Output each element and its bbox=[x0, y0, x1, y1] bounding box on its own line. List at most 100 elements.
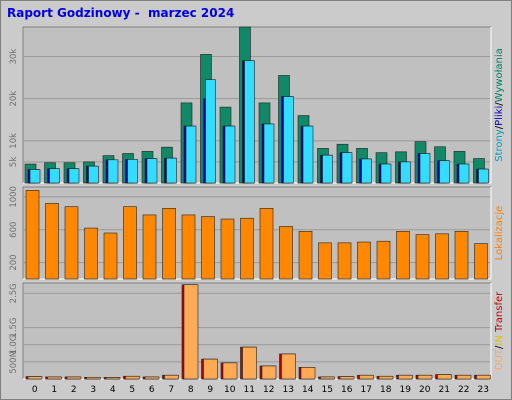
x-tick-label-22: 22 bbox=[458, 385, 469, 395]
x-tick-label-9: 9 bbox=[207, 385, 213, 395]
bar-strony-5 bbox=[127, 159, 138, 184]
x-tick-label-2: 2 bbox=[71, 385, 77, 395]
bar-lokalizacje-10 bbox=[220, 218, 235, 280]
legend-entry: Lokalizacje bbox=[494, 206, 505, 261]
x-tick-label-13: 13 bbox=[283, 385, 294, 395]
legend-entry: Pliki bbox=[494, 106, 505, 126]
bar-out-7 bbox=[164, 374, 179, 380]
bar-lokalizacje-5 bbox=[123, 206, 137, 280]
y-tick-label: 10k bbox=[9, 133, 19, 149]
y-tick-label: 2.5G bbox=[9, 283, 19, 303]
x-tick-label-4: 4 bbox=[110, 385, 116, 395]
bar-out-1 bbox=[47, 376, 62, 380]
legend-entry: Strony bbox=[494, 129, 505, 162]
y-tick-label: 30k bbox=[9, 49, 19, 65]
bar-out-18 bbox=[378, 375, 394, 380]
plot-area-0 bbox=[23, 27, 491, 183]
x-tick-label-20: 20 bbox=[419, 385, 431, 395]
bar-out-8 bbox=[183, 284, 199, 380]
bar-out-4 bbox=[105, 377, 121, 380]
bar-out-9 bbox=[203, 358, 218, 380]
bar-lokalizacje-12 bbox=[259, 208, 274, 280]
bar-out-6 bbox=[144, 376, 160, 380]
legend-entry: Transfer bbox=[494, 291, 505, 333]
bar-strony-12 bbox=[263, 123, 275, 184]
bar-out-11 bbox=[242, 346, 257, 380]
bar-out-15 bbox=[320, 376, 335, 380]
bar-out-17 bbox=[359, 374, 374, 380]
plot-area-1 bbox=[23, 187, 491, 279]
bar-out-16 bbox=[339, 376, 355, 380]
y-tick-label: 1.0G bbox=[9, 335, 19, 355]
bar-strony-14 bbox=[302, 125, 314, 184]
y-tick-label: 1000 bbox=[9, 186, 19, 208]
bar-lokalizacje-1 bbox=[45, 203, 59, 280]
y-tick-label: 1.5G bbox=[9, 318, 19, 338]
y-tick-label: 600 bbox=[9, 222, 19, 238]
x-tick-label-1: 1 bbox=[51, 385, 57, 395]
bar-strony-3 bbox=[88, 165, 99, 184]
bar-strony-15 bbox=[322, 154, 333, 184]
bar-strony-23 bbox=[478, 168, 489, 184]
x-tick-label-0: 0 bbox=[32, 385, 38, 395]
bar-strony-13 bbox=[283, 96, 294, 184]
y-tick-label: 200 bbox=[9, 254, 19, 270]
bar-out-3 bbox=[86, 376, 101, 380]
bar-strony-18 bbox=[380, 163, 392, 184]
y-tick-label: 500M bbox=[9, 350, 19, 374]
bar-lokalizacje-4 bbox=[103, 232, 118, 280]
bar-lokalizacje-19 bbox=[396, 231, 410, 280]
bar-out-20 bbox=[417, 374, 433, 380]
y-tick-label: 5k bbox=[9, 157, 19, 167]
bar-lokalizacje-11 bbox=[240, 217, 254, 280]
x-tick-label-18: 18 bbox=[380, 385, 392, 395]
bar-out-21 bbox=[437, 374, 452, 380]
bar-out-12 bbox=[261, 365, 277, 380]
legend-entry: Wywołania bbox=[494, 48, 505, 102]
bar-lokalizacje-3 bbox=[84, 227, 98, 280]
bar-strony-7 bbox=[166, 157, 177, 184]
bar-lokalizacje-7 bbox=[162, 208, 176, 280]
x-tick-label-19: 19 bbox=[400, 385, 412, 395]
bar-strony-21 bbox=[439, 160, 450, 184]
x-tick-label-17: 17 bbox=[361, 385, 372, 395]
bar-lokalizacje-23 bbox=[474, 243, 488, 280]
bar-strony-1 bbox=[49, 168, 60, 184]
bar-strony-6 bbox=[146, 158, 158, 184]
bar-strony-9 bbox=[205, 79, 216, 184]
bar-strony-11 bbox=[244, 60, 255, 184]
x-tick-label-7: 7 bbox=[168, 385, 174, 395]
bar-out-5 bbox=[125, 375, 140, 380]
bar-strony-2 bbox=[68, 168, 80, 184]
x-tick-label-14: 14 bbox=[302, 385, 314, 395]
legend-entry: / bbox=[494, 345, 505, 349]
y-tick-label: 20k bbox=[9, 91, 19, 107]
legend-1: Lokalizacje bbox=[494, 206, 505, 261]
bar-strony-4 bbox=[107, 159, 119, 184]
x-tick-label-12: 12 bbox=[263, 385, 274, 395]
x-tick-label-21: 21 bbox=[439, 385, 450, 395]
bar-lokalizacje-8 bbox=[181, 214, 196, 280]
x-tick-label-16: 16 bbox=[341, 385, 353, 395]
x-tick-label-5: 5 bbox=[129, 385, 135, 395]
legend-0: Strony/Pliki/Wywołania bbox=[494, 48, 505, 162]
legend-2: OUT/IN Transfer bbox=[494, 291, 505, 370]
bar-lokalizacje-6 bbox=[142, 214, 157, 280]
bar-strony-8 bbox=[185, 125, 197, 184]
bar-lokalizacje-14 bbox=[298, 231, 313, 280]
report-title: Raport Godzinowy - marzec 2024 bbox=[7, 6, 235, 20]
bar-out-0 bbox=[27, 376, 43, 380]
x-tick-label-3: 3 bbox=[90, 385, 96, 395]
bar-strony-19 bbox=[400, 161, 411, 184]
x-tick-label-23: 23 bbox=[478, 385, 489, 395]
bar-strony-22 bbox=[458, 163, 470, 184]
legend-entry: / bbox=[494, 125, 505, 129]
bar-out-23 bbox=[476, 374, 491, 380]
bar-out-14 bbox=[300, 367, 316, 380]
bar-out-10 bbox=[222, 362, 238, 380]
legend-entry: IN bbox=[494, 335, 505, 345]
bar-out-2 bbox=[66, 376, 82, 380]
legend-entry: OUT bbox=[494, 348, 505, 370]
bar-lokalizacje-18 bbox=[376, 240, 391, 280]
